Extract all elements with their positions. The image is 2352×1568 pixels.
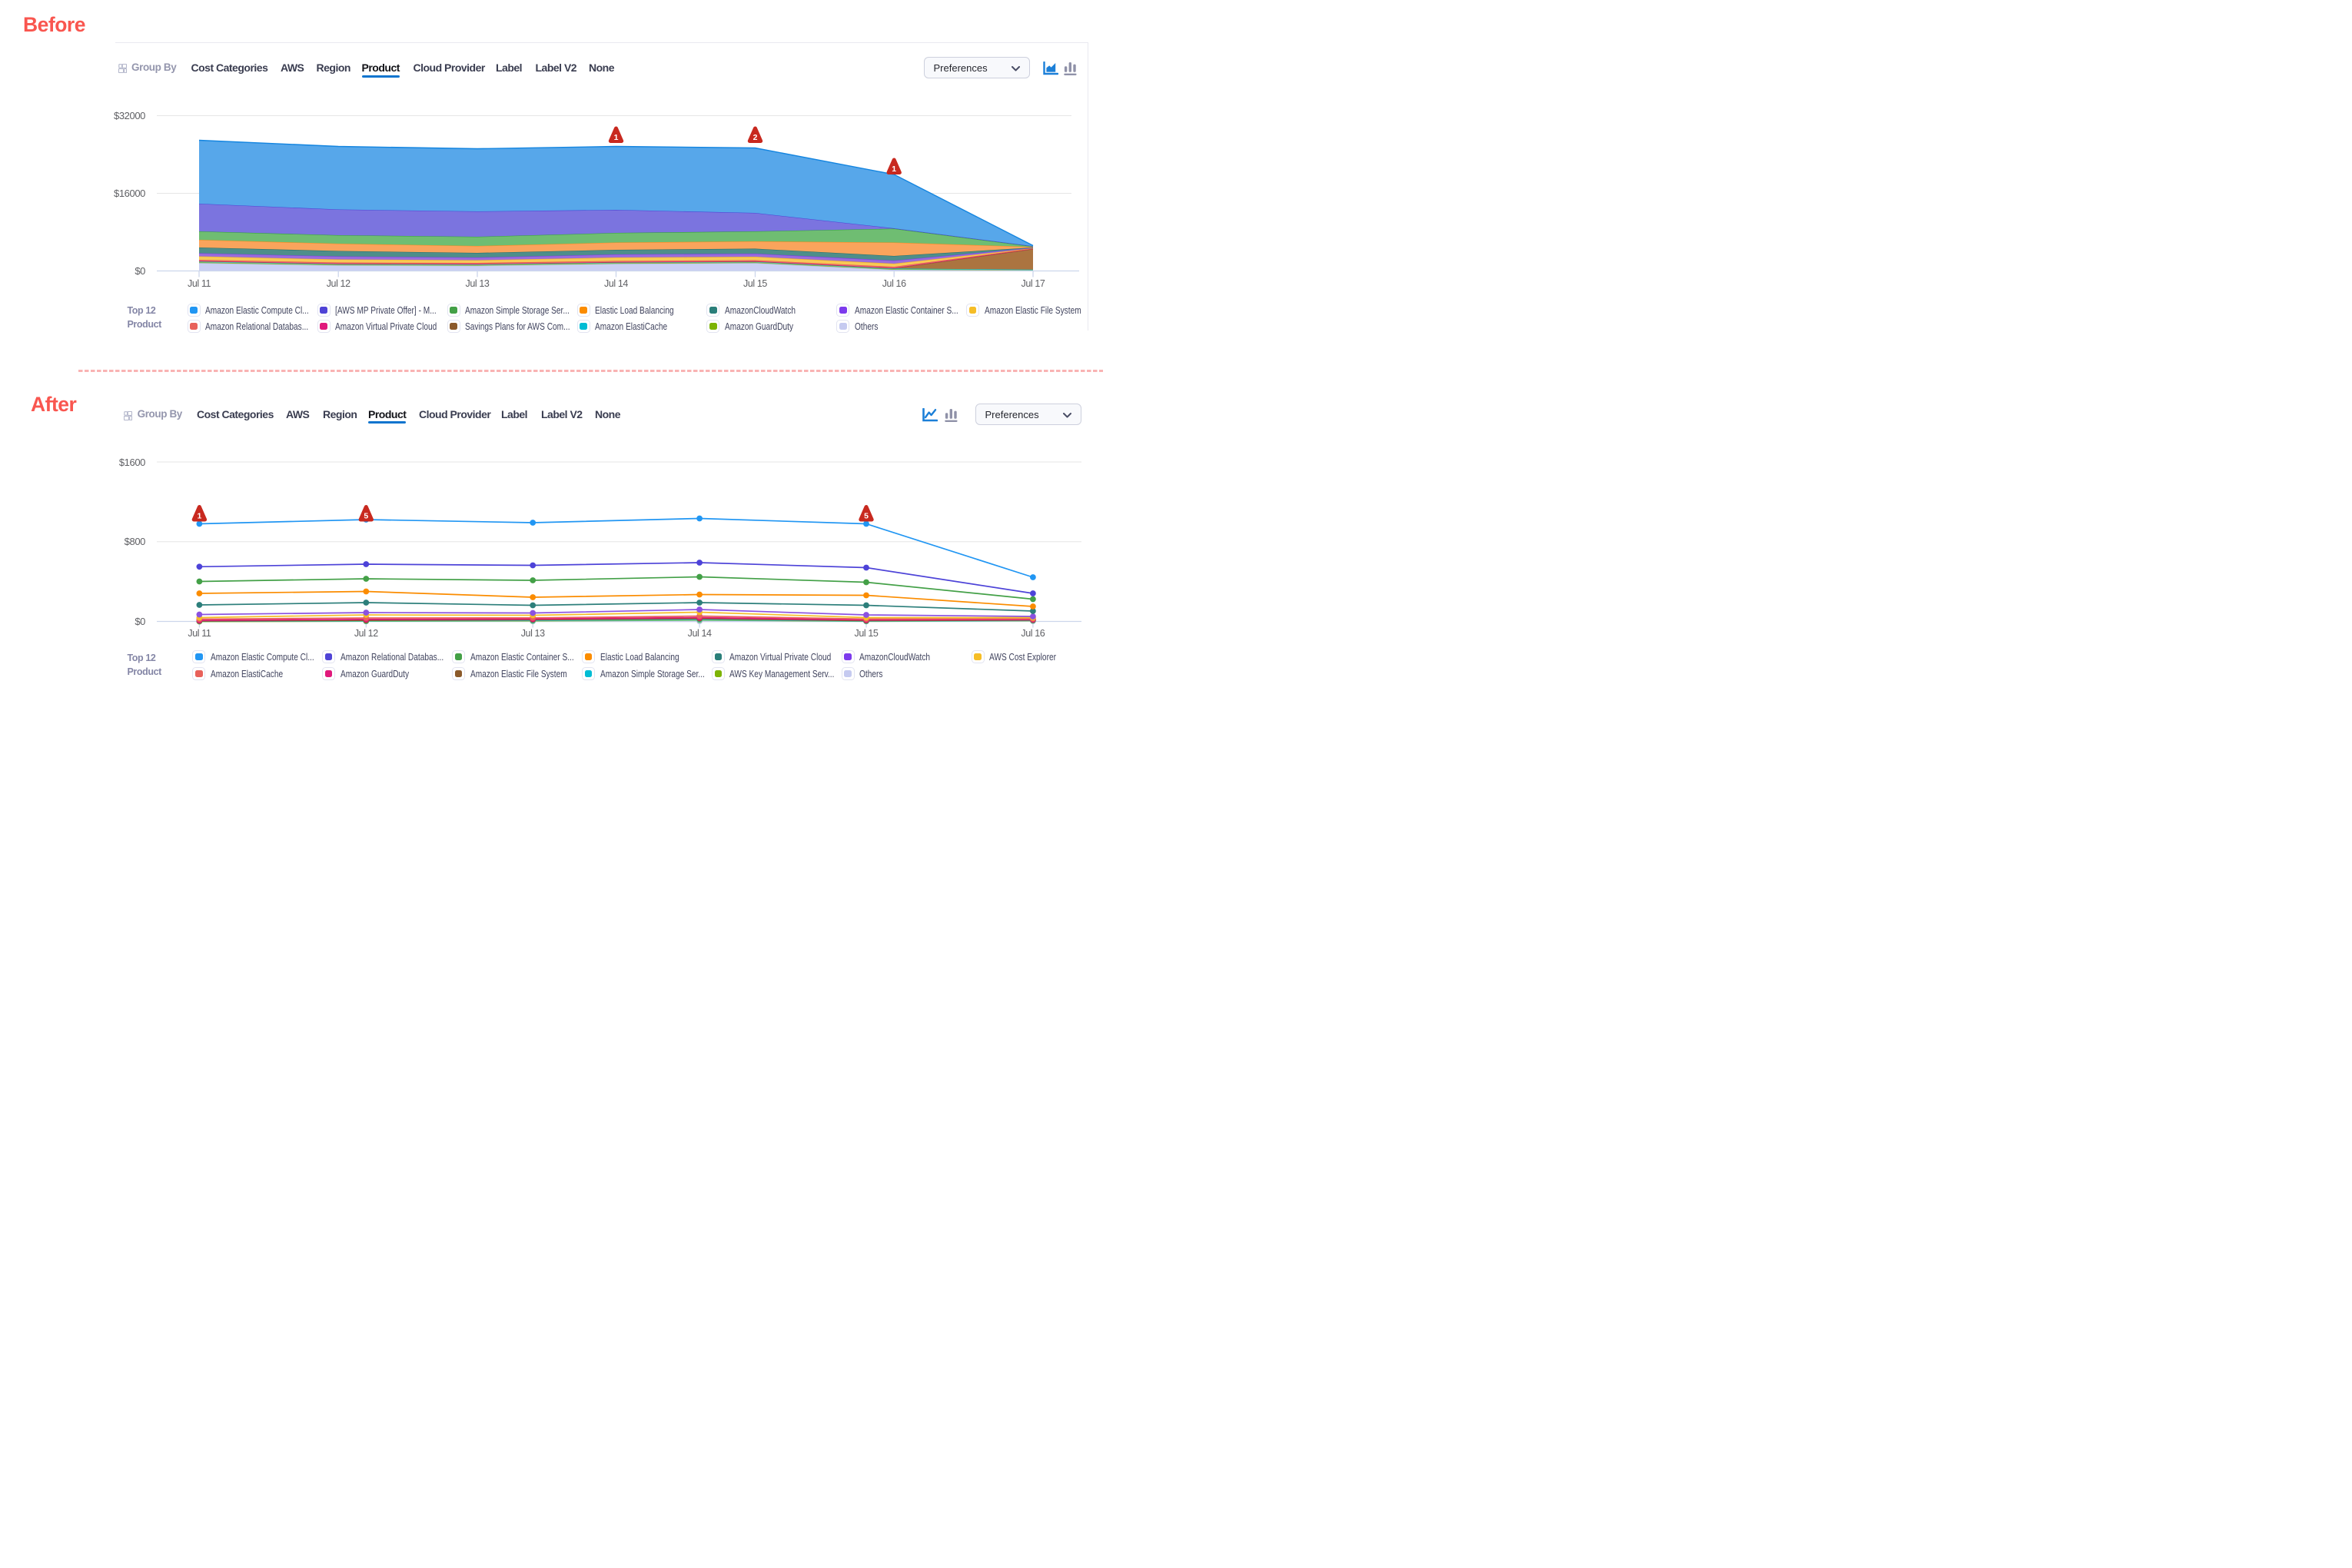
svg-text:5: 5	[864, 512, 869, 521]
svg-text:1: 1	[892, 164, 896, 174]
svg-text:1: 1	[197, 512, 201, 521]
svg-text:2: 2	[753, 133, 758, 142]
svg-text:5: 5	[364, 512, 368, 521]
svg-text:1: 1	[614, 133, 619, 142]
